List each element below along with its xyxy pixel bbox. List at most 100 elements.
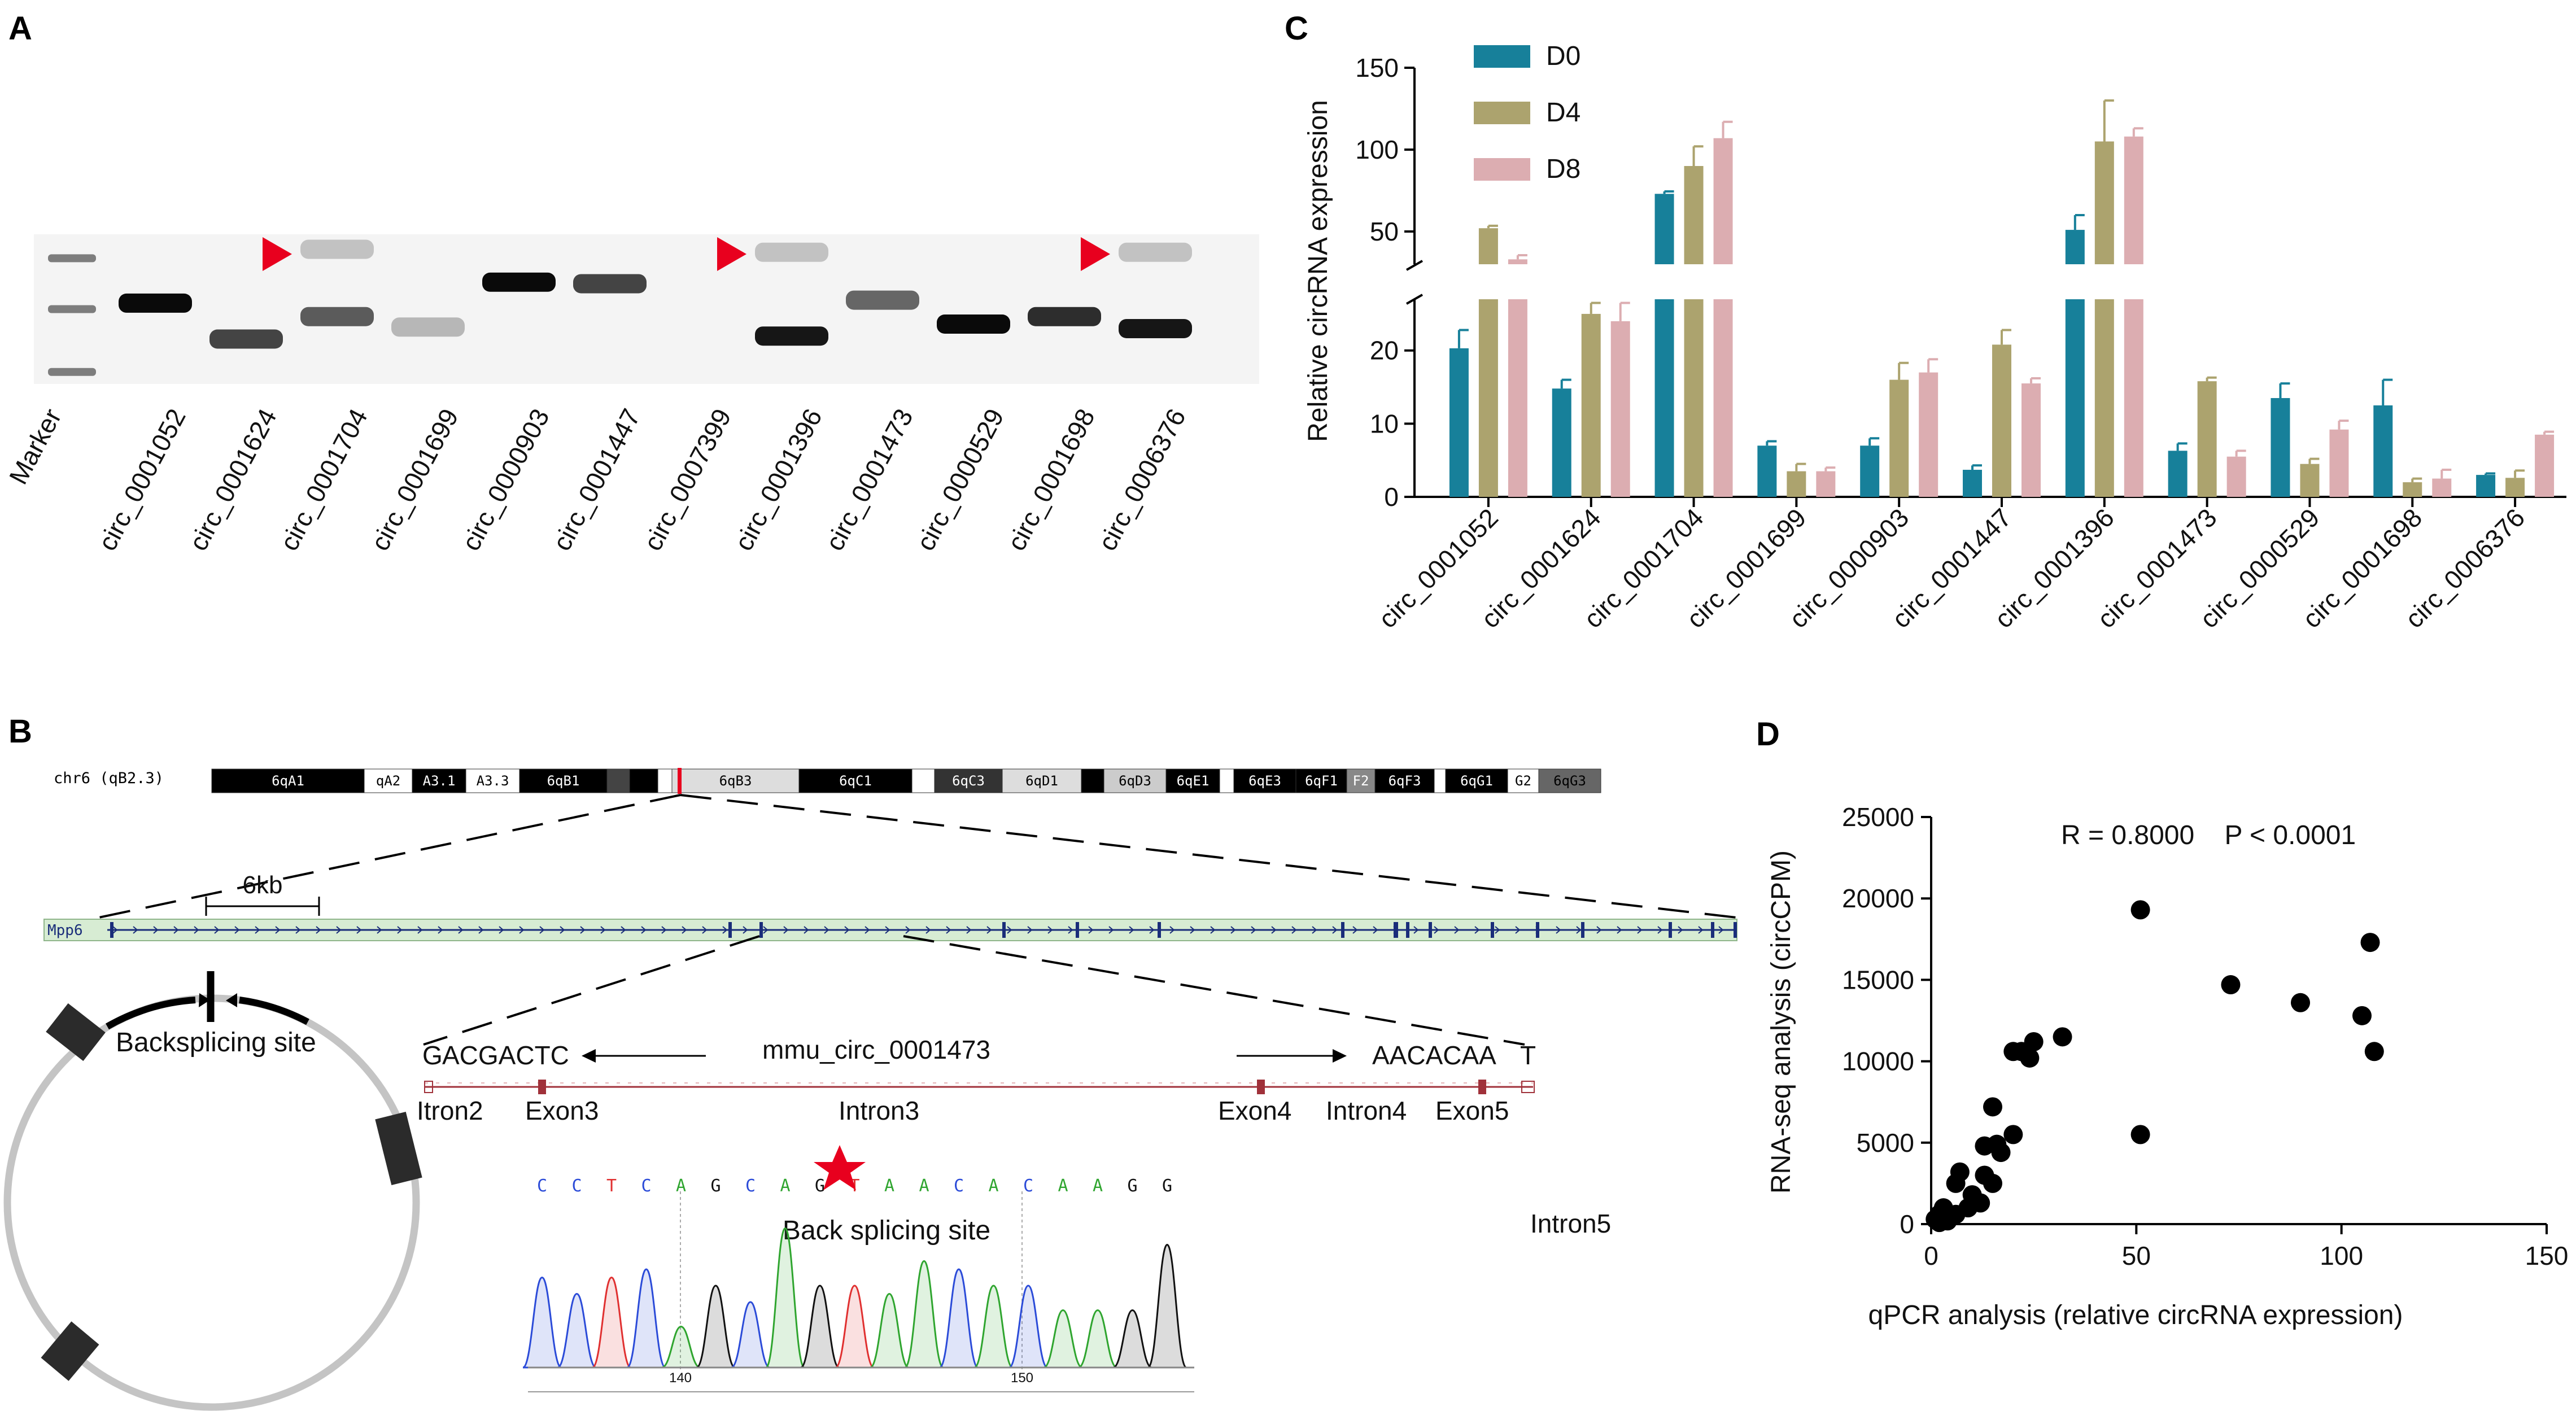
- bar-D8-upper: [2124, 136, 2143, 264]
- gene-strand-arrow: [1373, 926, 1378, 934]
- gene-strand-arrow: [458, 926, 464, 934]
- sequence-base: A: [919, 1176, 929, 1196]
- gel-band: [209, 329, 283, 349]
- bar-D4: [1581, 313, 1601, 497]
- chromatogram-peaks: [522, 1227, 1187, 1369]
- ideogram-band-label: 6qD3: [1119, 773, 1151, 789]
- marker-band: [48, 305, 96, 313]
- ideogram-band-label: 6qB3: [719, 773, 752, 789]
- gel-lane-label: circ_0001624: [183, 404, 282, 555]
- gel-lane-label: circ_0006376: [1092, 404, 1191, 555]
- panel-letter-c: C: [1285, 10, 1308, 47]
- gel-band: [391, 317, 465, 337]
- scatter-point: [2364, 1042, 2384, 1061]
- sequence-base: A: [780, 1176, 790, 1196]
- gene-strand-arrow: [905, 926, 911, 934]
- gene-strand-arrow: [316, 926, 321, 934]
- gene-strand-arrow: [336, 926, 342, 934]
- bar-y-tick-label: 10: [1370, 409, 1399, 438]
- bar-D8-upper: [1713, 138, 1733, 264]
- bar-D4-upper: [2094, 141, 2114, 264]
- gene-strand-arrow: [621, 926, 626, 934]
- panel-letter-a: A: [8, 10, 32, 47]
- gel-lane-labels: Marker circ_0001052circ_0001624circ_00017…: [3, 404, 1191, 555]
- gel-lane-label: circ_0001473: [819, 404, 919, 555]
- gene-strand-arrow: [234, 926, 240, 934]
- gene-strand-arrow: [1291, 926, 1297, 934]
- bar-chart-marks: [1449, 99, 2555, 497]
- scatter-x-axis-label: qPCR analysis (relative circRNA expressi…: [1868, 1300, 2403, 1330]
- gene-strand-arrow: [1230, 926, 1236, 934]
- sequence-base: C: [537, 1176, 547, 1196]
- ideogram-band: [1445, 768, 1508, 793]
- bar-D8: [2124, 299, 2143, 497]
- chromatogram-peak: [1112, 1309, 1152, 1369]
- gene-strand-arrow: [824, 926, 829, 934]
- ideogram-band-label: A3.1: [423, 773, 456, 789]
- gene-exon: [1669, 922, 1672, 938]
- gene-strand-arrow: [1068, 926, 1073, 934]
- scatter-points: [1926, 900, 2384, 1233]
- gene-strand-arrow: [1210, 926, 1216, 934]
- ideogram-band: [934, 768, 1003, 793]
- feature-label-exon3: Exon3: [525, 1096, 599, 1125]
- legend-swatch-D4: [1474, 102, 1530, 124]
- ideogram-band-label: 6qE1: [1177, 773, 1210, 789]
- bar-D4-upper: [1478, 228, 1498, 264]
- chromatogram-peak: [696, 1285, 736, 1369]
- scatter-y-tick-label: 15000: [1842, 965, 1914, 994]
- gene-strand-arrow: [661, 926, 667, 934]
- gene-exon: [1341, 922, 1344, 938]
- schematic-panel: chr6 (qB2.3) 6qA1 qA2 A3.1 A3.3 6qB1 6qB3 6qC1…: [3, 768, 1737, 1411]
- gene-strand-arrow: [356, 926, 362, 934]
- gel-band: [1119, 318, 1192, 338]
- chromatogram-tick-150: 150: [1011, 1370, 1033, 1386]
- chromatogram-peak: [800, 1285, 840, 1369]
- chromatogram-peak: [973, 1285, 1014, 1369]
- gene-strand-arrow: [1149, 926, 1155, 934]
- scatter-point: [2291, 993, 2310, 1012]
- sequence-base: A: [988, 1176, 998, 1196]
- gene-strand-arrow: [1596, 926, 1602, 934]
- scale-bar: 6kb: [205, 871, 320, 916]
- gene-strand-arrow: [1088, 926, 1094, 934]
- gene-strand-arrow: [519, 926, 525, 934]
- zoom-line-right: [680, 794, 1737, 919]
- scatter-y-tick-label: 25000: [1842, 802, 1914, 832]
- bar-D0-upper: [2065, 230, 2085, 264]
- gene-strand-arrow: [1495, 926, 1500, 934]
- chromatogram-peak: [592, 1276, 631, 1369]
- gene-strand-arrow: [1617, 926, 1622, 934]
- gene-strand-arrow: [986, 926, 992, 934]
- legend-swatch-D0: [1474, 45, 1530, 68]
- feature-label-intron5: Intron5: [1530, 1209, 1611, 1238]
- gene-strand-arrow: [1515, 926, 1521, 934]
- bar-D4: [2403, 482, 2422, 497]
- ideogram-band-label: 6qC3: [952, 773, 985, 789]
- ideogram-band-label: 6qF3: [1389, 773, 1421, 789]
- bar-D8-upper: [1508, 259, 1527, 264]
- gene-strand-arrow: [1698, 926, 1704, 934]
- sequence-base: C: [641, 1176, 651, 1196]
- backsplicing-site-label: Backsplicing site: [116, 1028, 316, 1058]
- ideogram-band: [1165, 768, 1220, 793]
- gene-strand-arrow: [539, 926, 545, 934]
- gene-exon: [1536, 922, 1539, 938]
- ideogram-band-label: 6qG3: [1553, 773, 1586, 789]
- gene-strand-arrow: [763, 926, 769, 934]
- gene-strand-arrow: [173, 926, 179, 934]
- gel-marker-label: Marker: [3, 404, 67, 489]
- gene-strand-arrow: [295, 926, 301, 934]
- locus-marker: [678, 768, 682, 794]
- bar-D8: [1713, 299, 1733, 497]
- gene-exon: [728, 922, 732, 938]
- bar-D4: [1787, 471, 1806, 497]
- gene-strand-arrow: [1027, 926, 1033, 934]
- seq-right-last-base: T: [1520, 1041, 1536, 1070]
- gene-strand-arrow: [417, 926, 423, 934]
- chromatogram-peak: [557, 1292, 597, 1369]
- star-icon: [814, 1145, 866, 1190]
- feature-label-intron3: Intron3: [839, 1096, 919, 1125]
- gel-band: [755, 242, 828, 262]
- gene-strand-arrow: [783, 926, 789, 934]
